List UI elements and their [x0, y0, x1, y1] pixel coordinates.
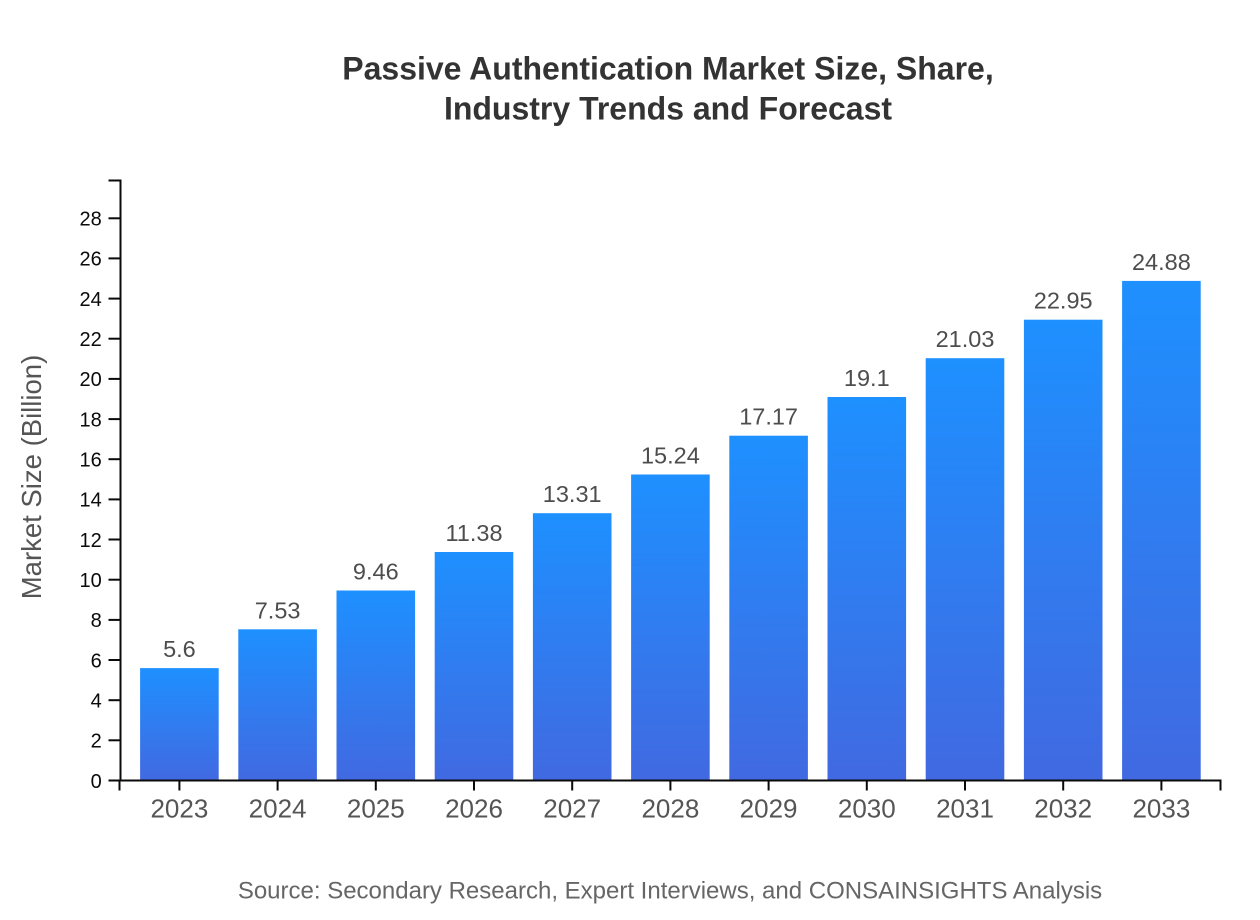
- svg-text:5.6: 5.6: [163, 636, 196, 662]
- svg-text:Market Size (Billion): Market Size (Billion): [16, 355, 47, 600]
- svg-text:9.46: 9.46: [353, 559, 399, 585]
- svg-text:10: 10: [80, 570, 102, 592]
- svg-text:6: 6: [91, 650, 102, 672]
- svg-text:16: 16: [80, 450, 102, 472]
- svg-text:Source: Secondary Research, Ex: Source: Secondary Research, Expert Inter…: [238, 878, 1102, 905]
- svg-text:19.1: 19.1: [844, 365, 890, 391]
- svg-text:22.95: 22.95: [1034, 288, 1093, 314]
- svg-text:14: 14: [80, 490, 102, 512]
- svg-text:21.03: 21.03: [936, 326, 995, 352]
- svg-text:0: 0: [91, 771, 102, 793]
- svg-text:28: 28: [80, 209, 102, 231]
- svg-text:2024: 2024: [249, 793, 307, 823]
- svg-text:12: 12: [80, 530, 102, 552]
- svg-text:2026: 2026: [445, 793, 503, 823]
- svg-text:2029: 2029: [740, 793, 798, 823]
- svg-text:24.88: 24.88: [1132, 249, 1191, 275]
- svg-text:15.24: 15.24: [641, 443, 700, 469]
- svg-text:24: 24: [80, 289, 102, 311]
- svg-text:20: 20: [80, 369, 102, 391]
- svg-text:17.17: 17.17: [739, 404, 798, 430]
- svg-text:7.53: 7.53: [255, 597, 301, 623]
- svg-text:2028: 2028: [641, 793, 699, 823]
- svg-text:2023: 2023: [150, 793, 208, 823]
- svg-text:18: 18: [80, 409, 102, 431]
- svg-text:2031: 2031: [936, 793, 994, 823]
- svg-text:2025: 2025: [347, 793, 405, 823]
- svg-text:2032: 2032: [1034, 793, 1092, 823]
- svg-text:2: 2: [91, 731, 102, 753]
- svg-text:2027: 2027: [543, 793, 601, 823]
- svg-text:4: 4: [91, 691, 102, 713]
- svg-text:22: 22: [80, 329, 102, 351]
- svg-text:Passive Authentication Market: Passive Authentication Market Size, Shar…: [342, 51, 993, 87]
- svg-text:Industry Trends and Forecast: Industry Trends and Forecast: [444, 91, 892, 127]
- svg-text:26: 26: [80, 249, 102, 271]
- svg-text:2030: 2030: [838, 793, 896, 823]
- svg-text:13.31: 13.31: [543, 481, 602, 507]
- svg-text:8: 8: [91, 610, 102, 632]
- svg-text:2033: 2033: [1132, 793, 1190, 823]
- svg-text:11.38: 11.38: [445, 520, 502, 546]
